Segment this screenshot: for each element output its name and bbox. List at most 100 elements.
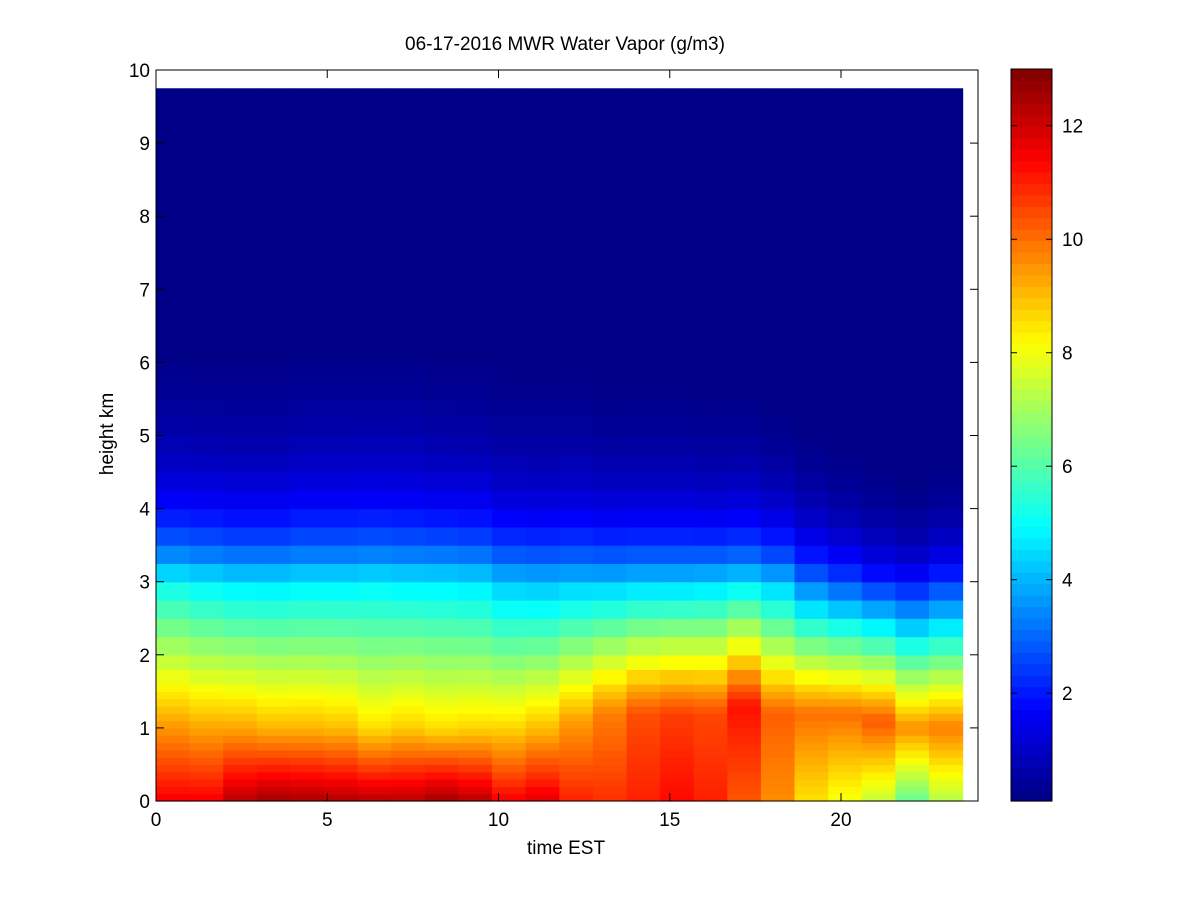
heatmap-cell: [592, 325, 628, 363]
heatmap-cell: [794, 143, 829, 217]
heatmap-cell: [928, 435, 964, 455]
heatmap-cell: [223, 472, 258, 491]
heatmap-cell: [424, 618, 460, 638]
heatmap-cell: [357, 669, 392, 685]
heatmap-cell: [424, 654, 460, 671]
heatmap-cell: [861, 713, 896, 722]
y-tick-label: 1: [139, 719, 150, 740]
heatmap-cell: [424, 289, 460, 327]
heatmap-cell: [626, 779, 661, 787]
heatmap-cell: [223, 435, 258, 455]
heatmap-cell: [189, 545, 224, 565]
colorbar-band: [1011, 595, 1052, 608]
heatmap-cell: [760, 325, 796, 363]
heatmap-cell: [290, 325, 325, 363]
heatmap-cell: [895, 636, 930, 656]
heatmap-cell: [828, 508, 863, 528]
heatmap-cell: [828, 735, 863, 744]
y-axis-ticks: 0 1 2 3 4 5 6 7 8 9 10: [129, 61, 978, 813]
heatmap-cell: [760, 636, 796, 656]
heatmap-cell: [525, 545, 560, 565]
heatmap-cell: [693, 289, 728, 327]
heatmap-cell: [861, 472, 896, 491]
heatmap-cell: [223, 757, 258, 766]
heatmap-cell: [324, 563, 359, 583]
heatmap-cell: [895, 742, 930, 751]
heatmap-cell: [525, 636, 560, 656]
heatmap-cell: [189, 757, 224, 766]
heatmap-cell: [660, 691, 695, 700]
heatmap-cell: [828, 691, 863, 700]
heatmap-cell: [391, 684, 426, 692]
heatmap-cell: [357, 325, 392, 363]
heatmap-cell: [861, 705, 896, 714]
heatmap-cell: [156, 618, 191, 638]
heatmap-cell: [592, 88, 628, 144]
heatmap-cell: [559, 691, 594, 700]
heatmap-cell: [156, 764, 191, 773]
heatmap-cell: [760, 684, 796, 692]
heatmap-cell: [391, 705, 426, 714]
heatmap-cell: [660, 654, 695, 671]
heatmap-cell: [525, 88, 560, 144]
heatmap-cell: [256, 398, 292, 418]
heatmap-cell: [794, 417, 829, 437]
heatmap-cell: [324, 435, 359, 455]
heatmap-cell: [525, 684, 560, 692]
heatmap-cell: [357, 380, 392, 400]
heatmap-cell: [357, 771, 392, 780]
heatmap-cell: [458, 526, 493, 546]
heatmap-cell: [492, 508, 527, 528]
heatmap-cell: [324, 143, 359, 217]
heatmap-cell: [223, 398, 258, 418]
heatmap-cell: [391, 143, 426, 217]
colorbar-band: [1011, 755, 1052, 768]
heatmap-cell: [492, 398, 527, 418]
heatmap-cell: [458, 216, 493, 290]
heatmap-cell: [928, 720, 964, 729]
heatmap-cell: [290, 735, 325, 744]
heatmap-cell: [693, 727, 728, 736]
heatmap-cell: [861, 698, 896, 707]
heatmap-cell: [290, 705, 325, 714]
heatmap-cell: [828, 599, 863, 619]
heatmap-cell: [794, 705, 829, 714]
heatmap-cell: [727, 216, 762, 290]
heatmap-cell: [290, 786, 325, 795]
heatmap-cell: [895, 563, 930, 583]
heatmap-cell: [223, 490, 258, 510]
heatmap-cell: [492, 771, 527, 780]
y-tick-label: 3: [139, 573, 150, 594]
heatmap-cell: [895, 490, 930, 510]
heatmap-cell: [391, 472, 426, 491]
y-tick-label: 5: [139, 427, 150, 448]
heatmap-cell: [357, 764, 392, 773]
heatmap-cell: [693, 720, 728, 729]
heatmap-cell: [760, 490, 796, 510]
heatmap-cell: [861, 786, 896, 795]
heatmap-cell: [559, 545, 594, 565]
colorbar-band: [1011, 606, 1052, 619]
heatmap-cell: [592, 362, 628, 382]
heatmap-cell: [290, 417, 325, 437]
heatmap-cell: [525, 362, 560, 382]
heatmap-cell: [727, 786, 762, 795]
heatmap-cell: [357, 362, 392, 382]
heatmap-cell: [458, 793, 493, 802]
heatmap-cell: [156, 698, 191, 707]
colorbar-band: [1011, 252, 1052, 265]
x-axis-ticks: 0 5 10 15 20: [151, 70, 852, 831]
heatmap-cell: [861, 749, 896, 758]
heatmap-cell: [324, 490, 359, 510]
heatmap-cell: [525, 325, 560, 363]
heatmap-cell: [626, 490, 661, 510]
heatmap-cell: [660, 713, 695, 722]
heatmap-cell: [760, 786, 796, 795]
heatmap-cell: [693, 786, 728, 795]
heatmap-cell: [391, 669, 426, 685]
heatmap-cell: [357, 618, 392, 638]
heatmap-cell: [828, 545, 863, 565]
heatmap-cell: [861, 669, 896, 685]
heatmap-cell: [458, 289, 493, 327]
heatmap-cell: [794, 599, 829, 619]
